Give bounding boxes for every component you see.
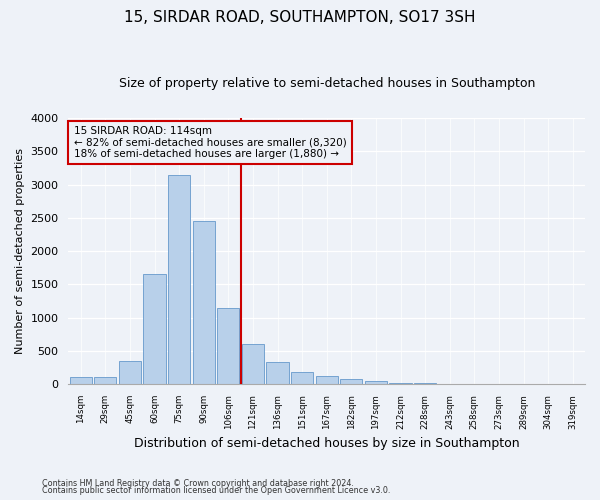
Bar [291,372,313,384]
Text: Contains HM Land Registry data © Crown copyright and database right 2024.: Contains HM Land Registry data © Crown c… [42,478,354,488]
Bar [266,362,289,384]
Bar [217,308,239,384]
Bar [389,382,412,384]
Bar [70,378,92,384]
Text: Contains public sector information licensed under the Open Government Licence v3: Contains public sector information licen… [42,486,391,495]
Bar [242,344,264,384]
Bar [193,221,215,384]
Bar [168,174,190,384]
Bar [365,381,387,384]
Bar [143,274,166,384]
Text: 15 SIRDAR ROAD: 114sqm
← 82% of semi-detached houses are smaller (8,320)
18% of : 15 SIRDAR ROAD: 114sqm ← 82% of semi-det… [74,126,346,159]
Y-axis label: Number of semi-detached properties: Number of semi-detached properties [15,148,25,354]
X-axis label: Distribution of semi-detached houses by size in Southampton: Distribution of semi-detached houses by … [134,437,520,450]
Bar [340,380,362,384]
Bar [316,376,338,384]
Title: Size of property relative to semi-detached houses in Southampton: Size of property relative to semi-detach… [119,78,535,90]
Bar [119,361,141,384]
Bar [94,378,116,384]
Text: 15, SIRDAR ROAD, SOUTHAMPTON, SO17 3SH: 15, SIRDAR ROAD, SOUTHAMPTON, SO17 3SH [124,10,476,25]
